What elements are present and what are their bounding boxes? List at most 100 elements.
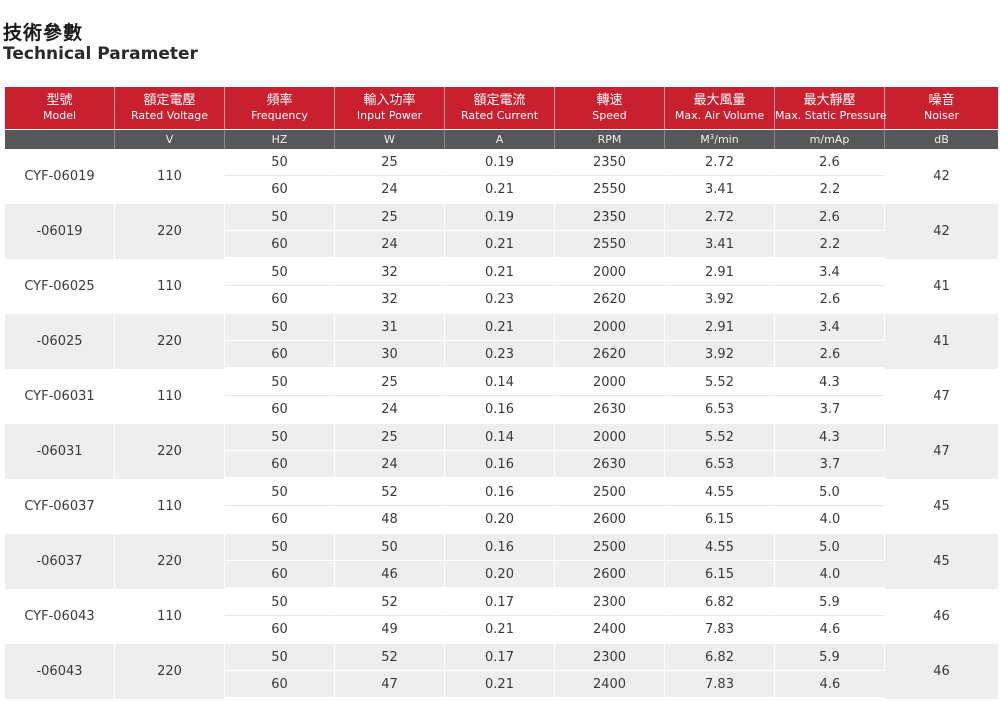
power-cell: 25 — [335, 149, 445, 176]
voltage-cell: 220 — [115, 644, 225, 699]
header-max-air-volume: 最大風量 Max. Air Volume — [665, 87, 775, 129]
voltage-cell: 220 — [115, 424, 225, 479]
pressure-cell: 4.3 — [775, 424, 885, 451]
model-cell: -06019 — [5, 204, 115, 259]
model-group: CYF-06019 110 50 25 0.19 2350 2.72 2.6 4… — [5, 149, 998, 204]
power-cell: 50 — [335, 534, 445, 561]
model-cell: CYF-06019 — [5, 149, 115, 204]
frequency-cell: 50 — [225, 479, 335, 506]
air-volume-cell: 7.83 — [665, 671, 775, 699]
air-volume-cell: 3.92 — [665, 286, 775, 314]
pressure-cell: 4.0 — [775, 561, 885, 589]
current-cell: 0.16 — [445, 396, 555, 424]
frequency-cell: 50 — [225, 534, 335, 561]
frequency-cell: 50 — [225, 314, 335, 341]
speed-cell: 2400 — [555, 671, 665, 699]
table-row: -06043 220 50 52 0.17 2300 6.82 5.9 46 — [5, 644, 998, 699]
unit-voltage: V — [115, 129, 225, 149]
current-cell: 0.16 — [445, 451, 555, 479]
table-row: CYF-06019 110 50 25 0.19 2350 2.72 2.6 4… — [5, 149, 998, 204]
model-group: -06025 220 50 31 0.21 2000 2.91 3.4 41 6… — [5, 314, 998, 369]
current-cell: 0.16 — [445, 479, 555, 506]
unit-current: A — [445, 129, 555, 149]
table-row: 60 24 0.21 2550 3.41 2.2 — [5, 176, 998, 204]
header-rated-voltage: 額定電壓 Rated Voltage — [115, 87, 225, 129]
voltage-cell: 220 — [115, 314, 225, 369]
air-volume-cell: 6.53 — [665, 451, 775, 479]
speed-cell: 2620 — [555, 286, 665, 314]
noise-cell: 46 — [885, 589, 998, 644]
power-cell: 24 — [335, 231, 445, 259]
table-row: 60 49 0.21 2400 7.83 4.6 — [5, 616, 998, 644]
noise-cell: 42 — [885, 149, 998, 204]
power-cell: 24 — [335, 451, 445, 479]
speed-cell: 2000 — [555, 424, 665, 451]
speed-cell: 2000 — [555, 314, 665, 341]
current-cell: 0.14 — [445, 369, 555, 396]
air-volume-cell: 3.92 — [665, 341, 775, 369]
frequency-cell: 60 — [225, 561, 335, 589]
table-row: 60 30 0.23 2620 3.92 2.6 — [5, 341, 998, 369]
model-group: CYF-06031 110 50 25 0.14 2000 5.52 4.3 4… — [5, 369, 998, 424]
frequency-cell: 60 — [225, 341, 335, 369]
frequency-cell: 50 — [225, 369, 335, 396]
pressure-cell: 5.9 — [775, 644, 885, 671]
current-cell: 0.23 — [445, 341, 555, 369]
current-cell: 0.17 — [445, 589, 555, 616]
speed-cell: 2300 — [555, 644, 665, 671]
speed-cell: 2500 — [555, 479, 665, 506]
pressure-cell: 2.6 — [775, 286, 885, 314]
pressure-cell: 4.0 — [775, 506, 885, 534]
power-cell: 52 — [335, 589, 445, 616]
unit-model — [5, 129, 115, 149]
pressure-cell: 4.6 — [775, 616, 885, 644]
table-row: 60 24 0.16 2630 6.53 3.7 — [5, 396, 998, 424]
pressure-cell: 2.6 — [775, 204, 885, 231]
title-chinese: 技術參數 — [3, 22, 84, 44]
table-row: CYF-06025 110 50 32 0.21 2000 2.91 3.4 4… — [5, 259, 998, 314]
pressure-cell: 3.4 — [775, 259, 885, 286]
air-volume-cell: 2.72 — [665, 149, 775, 176]
frequency-cell: 60 — [225, 396, 335, 424]
model-group: CYF-06037 110 50 52 0.16 2500 4.55 5.0 4… — [5, 479, 998, 534]
air-volume-cell: 5.52 — [665, 424, 775, 451]
pressure-cell: 5.9 — [775, 589, 885, 616]
header-input-power: 輸入功率 Input Power — [335, 87, 445, 129]
table-row: -06037 220 50 50 0.16 2500 4.55 5.0 45 — [5, 534, 998, 589]
power-cell: 52 — [335, 479, 445, 506]
current-cell: 0.21 — [445, 231, 555, 259]
model-group: CYF-06043 110 50 52 0.17 2300 6.82 5.9 4… — [5, 589, 998, 644]
header-speed: 轉速 Speed — [555, 87, 665, 129]
pressure-cell: 2.2 — [775, 176, 885, 204]
table-row: -06019 220 50 25 0.19 2350 2.72 2.6 42 — [5, 204, 998, 259]
header-frequency: 頻率 Frequency — [225, 87, 335, 129]
air-volume-cell: 2.91 — [665, 314, 775, 341]
air-volume-cell: 5.52 — [665, 369, 775, 396]
current-cell: 0.23 — [445, 286, 555, 314]
speed-cell: 2550 — [555, 176, 665, 204]
frequency-cell: 60 — [225, 671, 335, 699]
current-cell: 0.21 — [445, 176, 555, 204]
table-row: 60 32 0.23 2620 3.92 2.6 — [5, 286, 998, 314]
model-cell: -06025 — [5, 314, 115, 369]
pressure-cell: 3.7 — [775, 451, 885, 479]
current-cell: 0.14 — [445, 424, 555, 451]
speed-cell: 2600 — [555, 561, 665, 589]
technical-parameter-table: 型號 Model 額定電壓 Rated Voltage 頻率 Frequency 輸入… — [5, 87, 998, 699]
power-cell: 32 — [335, 286, 445, 314]
model-cell: -06043 — [5, 644, 115, 699]
power-cell: 31 — [335, 314, 445, 341]
speed-cell: 2600 — [555, 506, 665, 534]
table-row: 60 24 0.21 2550 3.41 2.2 — [5, 231, 998, 259]
unit-speed: RPM — [555, 129, 665, 149]
frequency-cell: 60 — [225, 286, 335, 314]
pressure-cell: 2.6 — [775, 341, 885, 369]
speed-cell: 2550 — [555, 231, 665, 259]
air-volume-cell: 2.91 — [665, 259, 775, 286]
speed-cell: 2000 — [555, 259, 665, 286]
power-cell: 46 — [335, 561, 445, 589]
power-cell: 25 — [335, 424, 445, 451]
current-cell: 0.21 — [445, 671, 555, 699]
air-volume-cell: 6.15 — [665, 506, 775, 534]
frequency-cell: 50 — [225, 424, 335, 451]
